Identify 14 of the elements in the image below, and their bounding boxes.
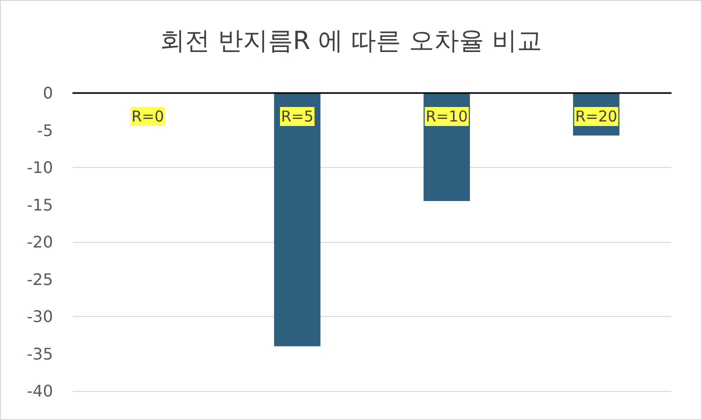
y-tick-label: -40 — [26, 382, 53, 400]
x-tick-label: R=20 — [575, 108, 618, 126]
x-tick-label: R=5 — [280, 108, 314, 126]
y-tick-label: -35 — [26, 344, 53, 364]
y-tick-label: -20 — [26, 232, 53, 252]
x-tick-label: R=10 — [426, 108, 468, 126]
x-tick-label: R=0 — [131, 108, 164, 126]
y-tick-label: -5 — [37, 120, 53, 140]
y-tick-label: -10 — [26, 158, 53, 177]
y-tick-label: -30 — [26, 307, 53, 326]
y-tick-label: 0 — [42, 84, 53, 102]
y-tick-label: -15 — [26, 195, 53, 214]
chart-title: 회전 반지름R 에 따른 오차율 비교 — [160, 26, 542, 55]
y-tick-label: -25 — [26, 270, 53, 289]
